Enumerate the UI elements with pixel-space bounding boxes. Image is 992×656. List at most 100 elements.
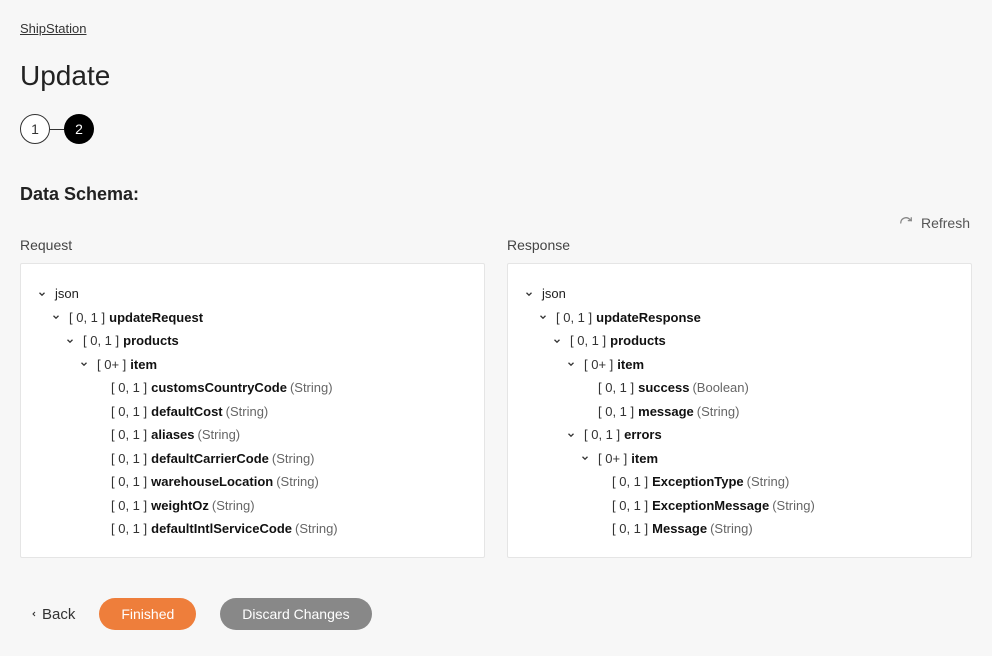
tree-root[interactable]: json <box>524 282 955 306</box>
field-name: products <box>610 331 666 351</box>
field-type: (String) <box>697 402 740 422</box>
field-name: updateResponse <box>596 308 701 328</box>
tree-leaf[interactable]: [ 0, 1 ] aliases (String) <box>37 423 468 447</box>
cardinality: [ 0, 1 ] <box>111 402 147 422</box>
field-type: (String) <box>295 519 338 539</box>
footer: Back Finished Discard Changes <box>20 598 972 630</box>
field-name: errors <box>624 425 662 445</box>
cardinality: [ 0, 1 ] <box>570 331 606 351</box>
field-type: (String) <box>276 472 319 492</box>
tree-leaf[interactable]: [ 0, 1 ] defaultIntlServiceCode (String) <box>37 517 468 541</box>
breadcrumb-link[interactable]: ShipStation <box>20 21 87 36</box>
cardinality: [ 0, 1 ] <box>111 449 147 469</box>
chevron-down-icon[interactable] <box>79 359 93 369</box>
field-type: (String) <box>710 519 753 539</box>
field-name: weightOz <box>151 496 209 516</box>
field-name: item <box>631 449 658 469</box>
tree-node[interactable]: [ 0, 1 ] updateRequest <box>37 306 468 330</box>
tree-node[interactable]: [ 0, 1 ] products <box>37 329 468 353</box>
tree-leaf[interactable]: [ 0, 1 ] weightOz (String) <box>37 494 468 518</box>
field-name: warehouseLocation <box>151 472 273 492</box>
tree-root[interactable]: json <box>37 282 468 306</box>
chevron-left-icon <box>30 606 38 623</box>
tree-leaf[interactable]: [ 0, 1 ] ExceptionType (String) <box>524 470 955 494</box>
chevron-down-icon[interactable] <box>524 289 538 299</box>
field-name: success <box>638 378 689 398</box>
field-name: item <box>130 355 157 375</box>
tree-node[interactable]: [ 0+ ] item <box>524 353 955 377</box>
field-name: message <box>638 402 694 422</box>
cardinality: [ 0+ ] <box>598 449 627 469</box>
field-type: (Boolean) <box>692 378 748 398</box>
step-2[interactable]: 2 <box>64 114 94 144</box>
cardinality: [ 0, 1 ] <box>111 519 147 539</box>
chevron-down-icon[interactable] <box>580 453 594 463</box>
tree-node[interactable]: [ 0, 1 ] errors <box>524 423 955 447</box>
discard-changes-button[interactable]: Discard Changes <box>220 598 371 630</box>
response-column: Response json [ 0, 1 ] updateResponse [ … <box>507 237 972 558</box>
tree-leaf[interactable]: [ 0, 1 ] ExceptionMessage (String) <box>524 494 955 518</box>
chevron-down-icon[interactable] <box>566 430 580 440</box>
chevron-down-icon[interactable] <box>37 289 51 299</box>
tree-leaf[interactable]: [ 0, 1 ] defaultCarrierCode (String) <box>37 447 468 471</box>
chevron-down-icon[interactable] <box>65 336 79 346</box>
cardinality: [ 0, 1 ] <box>111 378 147 398</box>
cardinality: [ 0, 1 ] <box>556 308 592 328</box>
cardinality: [ 0, 1 ] <box>598 402 634 422</box>
field-name: products <box>123 331 179 351</box>
cardinality: [ 0, 1 ] <box>584 425 620 445</box>
cardinality: [ 0+ ] <box>584 355 613 375</box>
field-name: item <box>617 355 644 375</box>
field-name: defaultCost <box>151 402 223 422</box>
step-1[interactable]: 1 <box>20 114 50 144</box>
chevron-down-icon[interactable] <box>538 312 552 322</box>
field-name: defaultIntlServiceCode <box>151 519 292 539</box>
field-name: defaultCarrierCode <box>151 449 269 469</box>
tree-leaf[interactable]: [ 0, 1 ] warehouseLocation (String) <box>37 470 468 494</box>
field-type: (String) <box>747 472 790 492</box>
tree-leaf[interactable]: [ 0, 1 ] success (Boolean) <box>524 376 955 400</box>
back-label: Back <box>42 606 75 623</box>
field-type: (String) <box>772 496 815 516</box>
tree-node[interactable]: [ 0, 1 ] products <box>524 329 955 353</box>
field-type: (String) <box>272 449 315 469</box>
cardinality: [ 0, 1 ] <box>612 472 648 492</box>
field-name: Message <box>652 519 707 539</box>
field-type: (String) <box>198 425 241 445</box>
back-button[interactable]: Back <box>30 606 75 623</box>
tree-leaf[interactable]: [ 0, 1 ] Message (String) <box>524 517 955 541</box>
cardinality: [ 0, 1 ] <box>111 425 147 445</box>
tree-leaf[interactable]: [ 0, 1 ] defaultCost (String) <box>37 400 468 424</box>
cardinality: [ 0, 1 ] <box>83 331 119 351</box>
tree-node[interactable]: [ 0+ ] item <box>37 353 468 377</box>
request-column: Request json [ 0, 1 ] updateRequest [ 0,… <box>20 237 485 558</box>
chevron-down-icon[interactable] <box>552 336 566 346</box>
field-name: ExceptionType <box>652 472 744 492</box>
field-type: (String) <box>212 496 255 516</box>
chevron-down-icon[interactable] <box>51 312 65 322</box>
request-schema-panel: json [ 0, 1 ] updateRequest [ 0, 1 ] pro… <box>20 263 485 558</box>
request-header: Request <box>20 237 485 253</box>
field-name: customsCountryCode <box>151 378 287 398</box>
refresh-icon[interactable] <box>899 216 913 230</box>
field-name: ExceptionMessage <box>652 496 769 516</box>
step-connector <box>50 129 64 130</box>
cardinality: [ 0, 1 ] <box>598 378 634 398</box>
page-title: Update <box>20 60 972 92</box>
finished-button[interactable]: Finished <box>99 598 196 630</box>
tree-root-label: json <box>542 284 566 304</box>
chevron-down-icon[interactable] <box>566 359 580 369</box>
tree-leaf[interactable]: [ 0, 1 ] message (String) <box>524 400 955 424</box>
cardinality: [ 0, 1 ] <box>111 496 147 516</box>
refresh-button[interactable]: Refresh <box>921 215 970 231</box>
tree-node[interactable]: [ 0+ ] item <box>524 447 955 471</box>
cardinality: [ 0, 1 ] <box>612 496 648 516</box>
tree-leaf[interactable]: [ 0, 1 ] customsCountryCode (String) <box>37 376 468 400</box>
cardinality: [ 0, 1 ] <box>612 519 648 539</box>
field-name: updateRequest <box>109 308 203 328</box>
tree-node[interactable]: [ 0, 1 ] updateResponse <box>524 306 955 330</box>
cardinality: [ 0+ ] <box>97 355 126 375</box>
tree-root-label: json <box>55 284 79 304</box>
field-type: (String) <box>290 378 333 398</box>
stepper: 1 2 <box>20 114 972 144</box>
